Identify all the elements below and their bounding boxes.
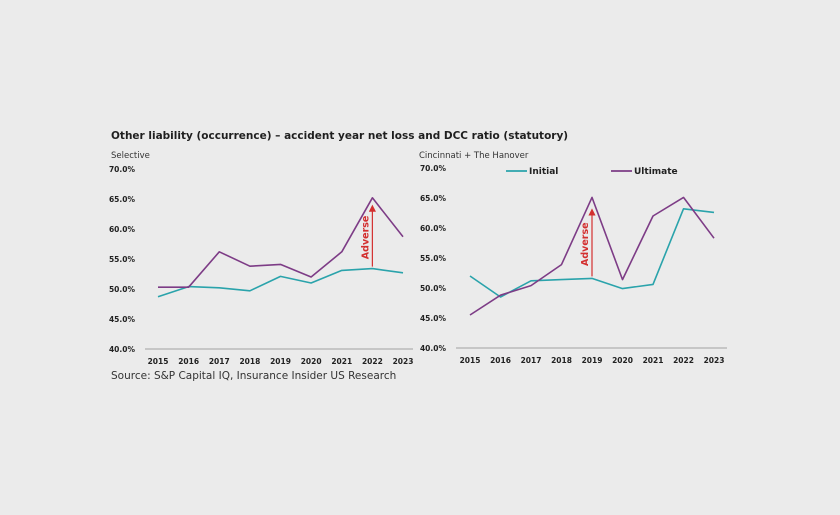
y-tick-label: 45.0%: [109, 315, 136, 324]
x-tick-label: 2020: [612, 356, 633, 365]
x-tick-label: 2018: [551, 356, 572, 365]
source-note: Source: S&P Capital IQ, Insurance Inside…: [111, 370, 397, 382]
y-tick-label: 50.0%: [420, 284, 447, 293]
chart-subtitle: Cincinnati + The Hanover: [419, 151, 529, 161]
x-tick-label: 2018: [239, 357, 260, 366]
chart-subtitle: Selective: [111, 151, 150, 161]
x-tick-label: 2017: [521, 356, 542, 365]
legend-label-ultimate: Ultimate: [634, 167, 678, 177]
x-tick-label: 2015: [148, 357, 169, 366]
series-line-ultimate: [158, 197, 404, 289]
x-tick-label: 2016: [178, 357, 199, 366]
y-tick-label: 40.0%: [420, 344, 447, 353]
chart-1: Selective 40.0% 45.0% 50.0% 55.0% 60.0% 65.0% 7…: [109, 151, 413, 366]
y-tick-label: 55.0%: [109, 255, 136, 264]
y-tick-label: 55.0%: [420, 254, 447, 263]
adverse-label: Adverse: [580, 222, 591, 266]
chart-2: Cincinnati + The Hanover 40.0% 45.0% 50.0% 5…: [419, 151, 727, 365]
y-tick-label: 40.0%: [109, 345, 136, 354]
y-tick-label: 65.0%: [420, 194, 447, 203]
x-tick-label: 2015: [460, 356, 481, 365]
x-tick-label: 2021: [643, 356, 664, 365]
y-tick-label: 45.0%: [420, 314, 447, 323]
x-tick-label: 2016: [490, 356, 511, 365]
y-tick-label: 60.0%: [420, 224, 447, 233]
legend: Initial Ultimate: [506, 167, 678, 177]
legend-label-initial: Initial: [529, 167, 558, 177]
x-tick-label: 2022: [673, 356, 694, 365]
x-tick-label: 2021: [331, 357, 352, 366]
y-tick-label: 65.0%: [109, 195, 136, 204]
series-line-initial: [157, 267, 404, 298]
y-tick-label: 70.0%: [109, 165, 136, 174]
x-tick-label: 2023: [393, 357, 414, 366]
x-tick-label: 2017: [209, 357, 230, 366]
y-tick-label: 70.0%: [420, 164, 447, 173]
series-line-ultimate: [469, 196, 715, 316]
y-tick-label: 60.0%: [109, 225, 136, 234]
chart-title: Other liability (occurrence) – accident …: [111, 130, 569, 142]
x-tick-label: 2020: [301, 357, 322, 366]
x-tick-label: 2022: [362, 357, 383, 366]
adverse-label: Adverse: [360, 216, 371, 260]
y-tick-label: 50.0%: [109, 285, 136, 294]
x-tick-label: 2023: [704, 356, 725, 365]
x-tick-label: 2019: [270, 357, 291, 366]
x-tick-label: 2019: [582, 356, 603, 365]
